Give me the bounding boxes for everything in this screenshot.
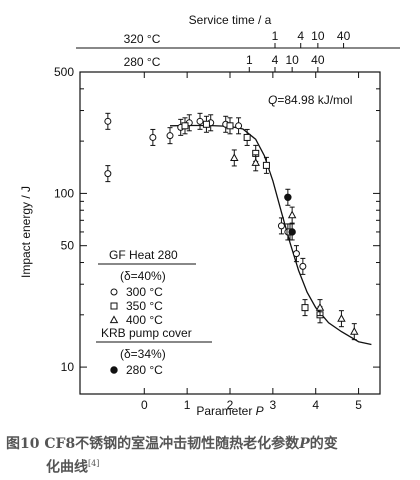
annotation-value: =84.98 kJ/mol bbox=[277, 93, 352, 107]
legend-marker bbox=[109, 315, 119, 324]
activation-energy-annotation: Q=84.98 kJ/mol bbox=[268, 93, 352, 107]
data-point bbox=[166, 132, 174, 140]
legend-marker bbox=[110, 366, 118, 374]
caption-text-end: 的变 bbox=[309, 436, 338, 452]
x-tick-label: 5 bbox=[355, 398, 362, 412]
data-point bbox=[301, 304, 309, 312]
data-point bbox=[262, 161, 270, 169]
data-point bbox=[181, 122, 189, 130]
x-tick-label: 1 bbox=[184, 398, 191, 412]
data-point bbox=[284, 193, 292, 201]
service-tick-label: 40 bbox=[337, 29, 351, 43]
service-tick-label: 1 bbox=[246, 53, 253, 67]
data-point bbox=[288, 228, 296, 236]
caption-cont: 化曲线 bbox=[46, 459, 88, 476]
legend-marker bbox=[110, 288, 118, 296]
data-point bbox=[230, 153, 239, 162]
data-point bbox=[104, 170, 112, 178]
data-point bbox=[292, 250, 300, 258]
data-point bbox=[299, 262, 307, 270]
data-point bbox=[235, 122, 243, 130]
x-tick-label: 4 bbox=[312, 398, 319, 412]
x-axis-label-var: P bbox=[256, 404, 264, 418]
data-point bbox=[277, 222, 285, 230]
legend-label: 280 °C bbox=[126, 363, 163, 377]
caption-label: 图10 bbox=[6, 436, 40, 452]
y-tick-label: 10 bbox=[61, 360, 75, 374]
legend-group1-title: GF Heat 280 bbox=[109, 248, 178, 262]
data-point bbox=[149, 133, 157, 141]
x-axis-label: Parameter P bbox=[196, 404, 263, 418]
figure-caption: 图10 CF8不锈钢的室温冲击韧性随热老化参数P的变 化曲线[4] bbox=[6, 434, 416, 478]
data-point bbox=[287, 210, 297, 219]
x-axis-label-text: Parameter bbox=[196, 404, 255, 418]
legend-marker bbox=[110, 302, 118, 310]
data-point bbox=[251, 158, 260, 166]
legend-group2-delta: (δ=34%) bbox=[120, 347, 166, 361]
data-point bbox=[337, 314, 346, 322]
service-scale-320-label: 320 °C bbox=[124, 32, 161, 46]
service-tick-label: 4 bbox=[272, 53, 279, 67]
data-point bbox=[196, 117, 204, 125]
x-tick-label: 0 bbox=[141, 398, 148, 412]
data-point bbox=[226, 122, 234, 130]
legend-label: 300 °C bbox=[126, 285, 163, 299]
top-axis-title: Service time / a bbox=[189, 13, 272, 27]
caption-text: CF8不锈钢的室温冲击韧性随热老化参数 bbox=[44, 436, 300, 452]
service-scale-280-label: 280 °C bbox=[124, 55, 161, 69]
data-point bbox=[315, 302, 325, 311]
caption-var: P bbox=[299, 436, 310, 452]
service-tick-label: 10 bbox=[311, 29, 325, 43]
data-point bbox=[202, 120, 210, 128]
service-tick-label: 1 bbox=[272, 29, 279, 43]
x-tick-label: 2 bbox=[227, 398, 234, 412]
service-tick-label: 4 bbox=[297, 29, 304, 43]
y-axis-label: Impact energy / J bbox=[19, 186, 33, 278]
y-tick-label: 50 bbox=[61, 239, 75, 253]
x-tick-label: 3 bbox=[270, 398, 277, 412]
annotation-q: Q bbox=[268, 93, 277, 107]
y-tick-label: 100 bbox=[54, 186, 74, 200]
y-tick-label: 500 bbox=[54, 65, 74, 79]
legend-label: 400 °C bbox=[126, 313, 163, 327]
caption-ref: [4] bbox=[88, 459, 100, 468]
legend-group2-title: KRB pump cover bbox=[101, 326, 192, 340]
data-point bbox=[243, 133, 251, 141]
service-tick-label: 10 bbox=[285, 53, 299, 67]
data-point bbox=[104, 117, 112, 125]
data-point bbox=[350, 327, 359, 335]
service-tick-label: 40 bbox=[311, 53, 325, 67]
legend-label: 350 °C bbox=[126, 299, 163, 313]
legend-group1-delta: (δ=40%) bbox=[120, 269, 166, 283]
